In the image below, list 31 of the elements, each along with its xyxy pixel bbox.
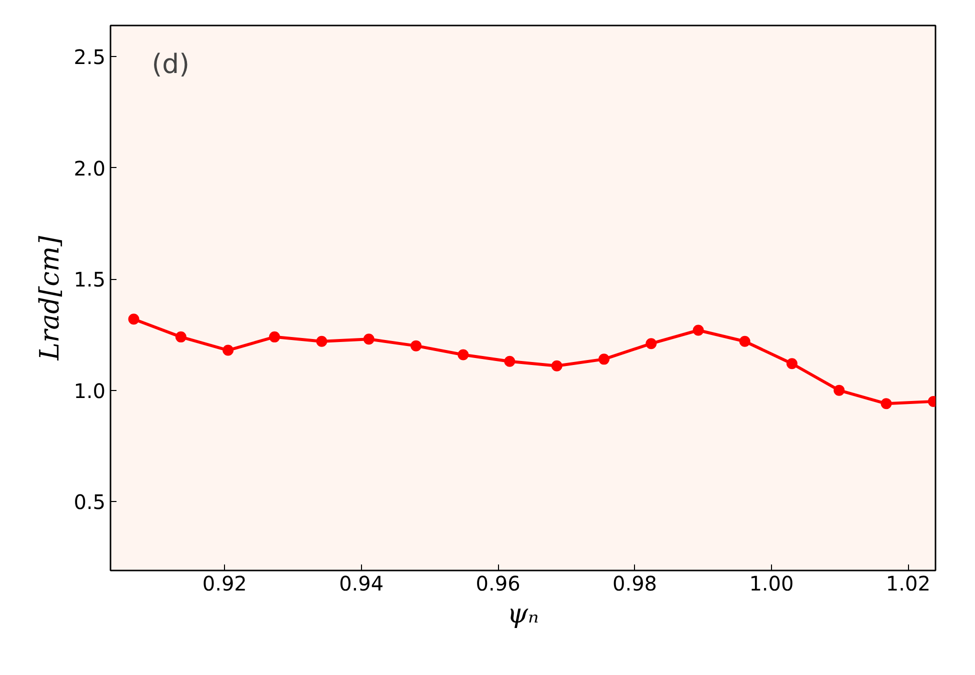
point	[222, 344, 234, 356]
point	[739, 336, 750, 347]
annotation: (d)	[152, 49, 190, 80]
point	[269, 331, 280, 342]
point	[128, 314, 140, 325]
x-tick-label: 1.02	[886, 572, 930, 596]
x-tick-label: 1.00	[749, 572, 794, 596]
x-tick-label: 0.94	[339, 572, 384, 596]
point	[175, 331, 186, 342]
point	[834, 384, 845, 396]
point	[692, 324, 704, 336]
y-axis-title: Lrad[cm]	[34, 235, 66, 362]
point	[458, 349, 469, 360]
point	[363, 334, 374, 345]
x-axis-title: ψₙ	[507, 598, 539, 630]
point	[880, 398, 892, 410]
x-tick-label: 0.96	[476, 572, 520, 596]
point	[316, 336, 328, 347]
y-tick-label: 1.5	[74, 268, 106, 292]
point	[786, 358, 798, 370]
point	[410, 340, 422, 352]
point	[504, 356, 516, 367]
point	[646, 338, 657, 350]
point	[598, 354, 610, 365]
y-tick-label: 1.0	[74, 378, 106, 403]
x-tick-label: 0.92	[202, 572, 247, 596]
y-tick-label: 2.5	[74, 45, 106, 70]
y-tick-label: 0.5	[74, 490, 106, 514]
y-tick-label: 2.0	[74, 156, 106, 180]
x-tick-label: 0.98	[612, 572, 658, 596]
point	[551, 360, 562, 372]
